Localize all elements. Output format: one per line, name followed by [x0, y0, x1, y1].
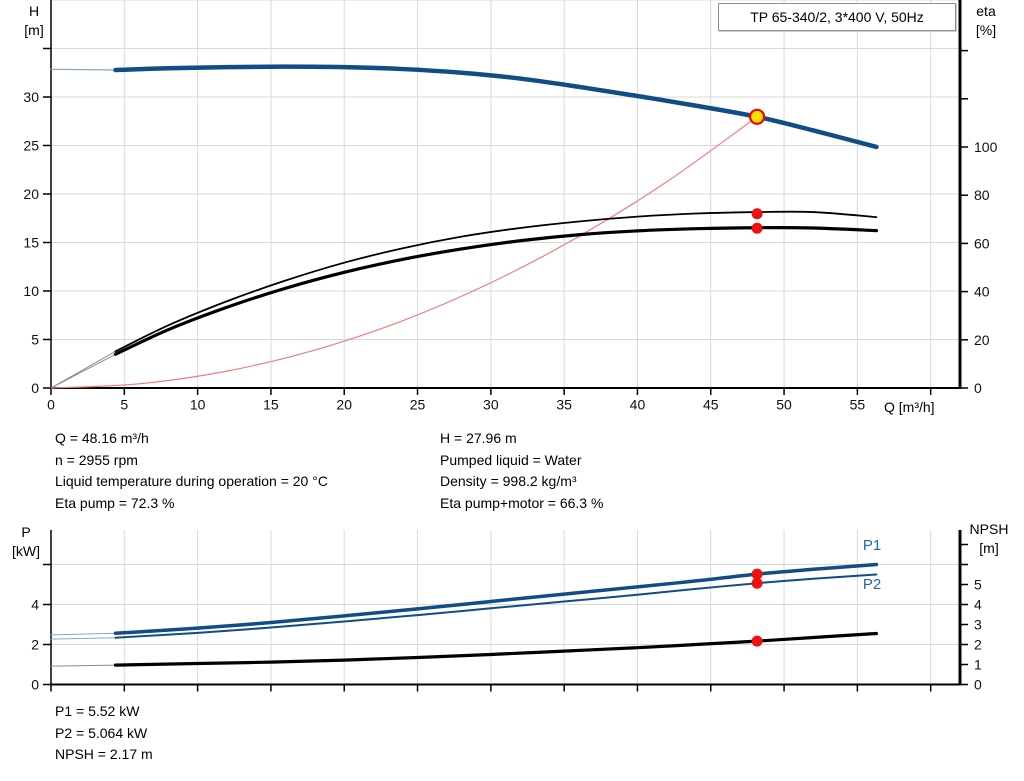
p1-curve-label: P1: [863, 537, 881, 554]
right-tick-label: 0: [974, 677, 982, 693]
h-axis-label: H [m]: [8, 2, 60, 40]
left-tick-label: 2: [31, 637, 39, 653]
right-tick-label: 2: [974, 637, 982, 653]
left-tick-label: 0: [31, 380, 39, 396]
x-tick-label: 25: [410, 396, 426, 412]
pump-title-box: TP 65-340/2, 3*400 V, 50Hz: [718, 3, 956, 31]
x-tick-label: 45: [703, 396, 719, 412]
info-line-liquid: Pumped liquid = Water: [440, 451, 582, 468]
series-eta-pump-motor-lowflow: [50, 353, 117, 389]
left-tick-label: 20: [23, 186, 39, 202]
series-npsh-lowflow: [50, 664, 117, 667]
info-line-density: Density = 998.2 kg/m³: [440, 473, 577, 490]
power-npsh-data-column: P1 = 5.52 kW P2 = 5.064 kW NPSH = 2.17 m: [55, 701, 153, 766]
left-tick-label: 4: [31, 597, 39, 613]
eta-pump-point: [751, 208, 763, 220]
operating-data-left-column: Q = 48.16 m³/h n = 2955 rpm Liquid tempe…: [55, 428, 328, 515]
h-axis-label-symbol: H: [28, 3, 40, 19]
h-axis-label-unit: [m]: [24, 22, 44, 38]
right-tick-label: 4: [974, 597, 982, 613]
x-tick-label: 55: [850, 396, 866, 412]
x-tick-label: 40: [630, 396, 646, 412]
series-npsh: [113, 631, 879, 667]
x-tick-label: 50: [776, 396, 792, 412]
right-tick-label: 20: [974, 332, 990, 348]
series-p2-lowflow: [50, 637, 117, 640]
info-line-head: H = 27.96 m: [440, 430, 517, 446]
info-line-speed: n = 2955 rpm: [55, 451, 138, 468]
info-line-p2: P2 = 5.064 kW: [55, 724, 148, 741]
right-tick-label: 100: [974, 139, 998, 155]
x-tick-label: 35: [556, 396, 572, 412]
duty-point-marker: [748, 108, 766, 125]
x-tick-label: 15: [263, 396, 279, 412]
npsh-point: [751, 635, 763, 647]
x-tick-label: 30: [483, 396, 499, 412]
npsh-axis-label-symbol: NPSH: [969, 521, 1009, 537]
left-tick-label: 30: [23, 89, 39, 105]
series-p1-lowflow: [50, 632, 117, 636]
right-tick-label: 60: [974, 235, 990, 251]
npsh-axis-label: NPSH [m]: [958, 520, 1020, 558]
right-tick-label: 1: [974, 657, 982, 673]
left-tick-label: 15: [23, 235, 39, 251]
series-head-lowflow: [50, 68, 117, 71]
right-tick-label: 3: [974, 617, 982, 633]
eta-axis-label-unit: [%]: [975, 22, 997, 38]
right-tick-label: 0: [974, 380, 982, 396]
left-tick-label: 10: [23, 283, 39, 299]
eta-pump-motor-point: [751, 222, 763, 234]
info-line-eta-pump: Eta pump = 72.3 %: [55, 495, 175, 512]
p1-point: [751, 568, 763, 580]
eta-axis-label-symbol: eta: [976, 3, 996, 19]
eta-axis-label: eta [%]: [960, 2, 1012, 40]
x-tick-label: 0: [47, 396, 55, 412]
series-system-curve: [50, 116, 758, 389]
info-line-eta-total: Eta pump+motor = 66.3 %: [440, 495, 604, 512]
p-axis-label-unit: [kW]: [12, 543, 40, 559]
right-tick-label: 40: [974, 284, 990, 300]
left-tick-label: 0: [31, 677, 39, 693]
q-axis-label: Q [m³/h]: [884, 399, 935, 415]
info-line-npsh: NPSH = 2.17 m: [55, 746, 153, 763]
p2-curve-label: P2: [863, 576, 881, 593]
x-tick-label: 10: [190, 396, 206, 412]
left-tick-label: 25: [23, 138, 39, 154]
p-axis-label-symbol: P: [21, 524, 31, 540]
p-axis-label: P [kW]: [0, 523, 52, 561]
operating-data-right-column: H = 27.96 m Pumped liquid = Water Densit…: [440, 428, 603, 515]
info-line-p1: P1 = 5.52 kW: [55, 703, 140, 719]
left-tick-label: 5: [31, 332, 39, 348]
x-tick-label: 5: [120, 396, 128, 412]
right-tick-label: 80: [974, 187, 990, 203]
info-line-temperature: Liquid temperature during operation = 20…: [55, 473, 328, 490]
x-tick-label: 20: [336, 396, 352, 412]
p2-point: [751, 577, 763, 589]
npsh-axis-label-unit: [m]: [979, 540, 999, 556]
right-tick-label: 5: [974, 577, 982, 593]
series-head: [113, 64, 879, 150]
series-eta-pump: [114, 210, 878, 353]
info-line-q: Q = 48.16 m³/h: [55, 430, 149, 446]
